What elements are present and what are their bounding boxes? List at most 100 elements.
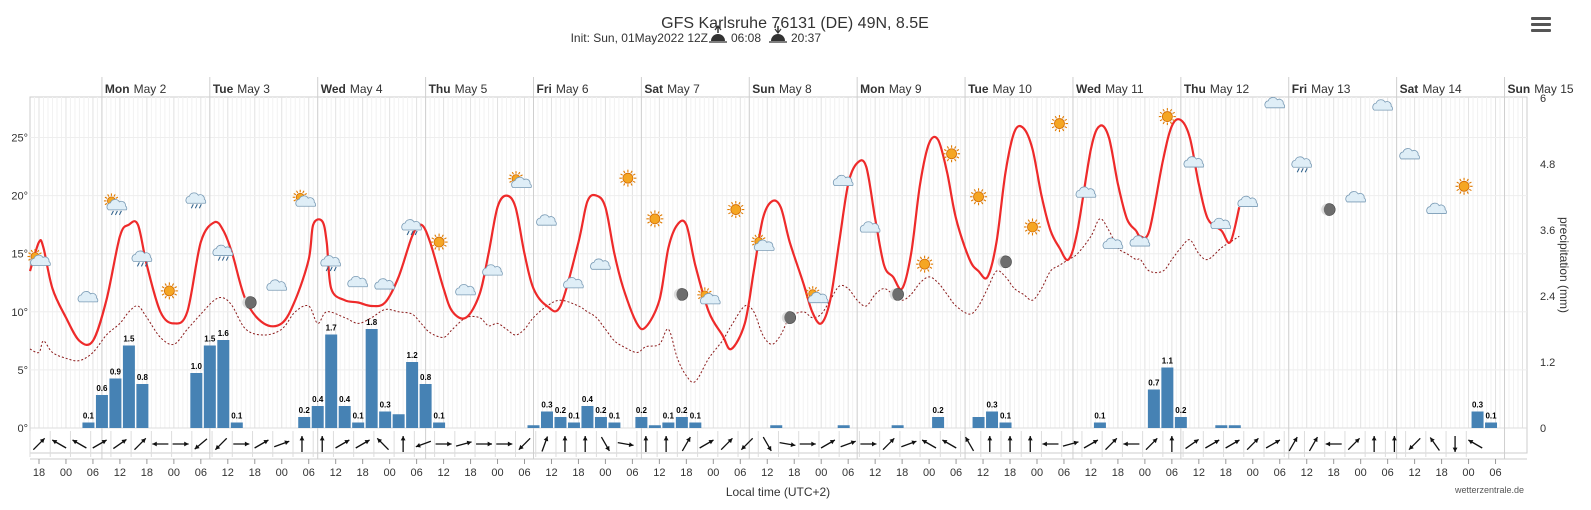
precip-bar [311, 406, 324, 428]
wind-arrow-icon [476, 441, 493, 447]
precip-value-label: 0.2 [595, 406, 607, 415]
precip-bar [325, 334, 338, 428]
day-weekday: Thu [429, 82, 451, 96]
partly-sunny-icon [751, 233, 775, 251]
wind-arrow-icon [1105, 437, 1118, 451]
wind-arrow-head [1169, 436, 1175, 441]
sun-ray [434, 247, 437, 250]
day-label: Wed May 11 [1076, 82, 1144, 96]
y-tick-left: 0° [17, 423, 28, 435]
day-weekday: Thu [1184, 82, 1206, 96]
rain-drop [194, 204, 198, 209]
wind-arrow-icon [1042, 441, 1059, 447]
precip-bar [689, 422, 702, 428]
wind-arrow-head [766, 445, 772, 451]
rain-drop [1304, 168, 1308, 173]
wind-arrow-icon [1185, 438, 1200, 450]
day-date: May 12 [1210, 82, 1250, 96]
wind-arrow-icon [400, 436, 406, 452]
sun-ray [431, 237, 435, 240]
precip-bar [217, 340, 230, 428]
wind-arrow-head [487, 441, 493, 447]
precip-bar [932, 417, 945, 428]
moon-crescent [781, 311, 788, 324]
precip-value-label: 1.1 [1162, 357, 1174, 366]
wind-arrow-icon [643, 436, 649, 452]
wind-arrow-head [1123, 441, 1128, 447]
sun-ray [970, 199, 974, 202]
precip-bar [230, 422, 243, 428]
sun-ray [520, 174, 523, 177]
hamburger-menu-icon[interactable] [1528, 14, 1554, 40]
cloud-icon [1345, 191, 1366, 203]
sun-icon [646, 210, 664, 228]
wind-arrow-head [1234, 440, 1240, 445]
cloud-shape [266, 279, 288, 291]
cloud-icon [832, 174, 854, 187]
wind-arrow-head [911, 440, 917, 446]
sun-ray [943, 156, 947, 159]
sun-disc [973, 191, 984, 203]
cloud-icon [590, 258, 611, 270]
x-tick-label: 06 [1058, 467, 1070, 479]
x-tick-label: 18 [1328, 467, 1340, 479]
wind-arrow-icon [1429, 437, 1440, 451]
precip-bar [365, 329, 378, 428]
rain-drop [325, 266, 329, 272]
wind-arrow-head [1027, 436, 1033, 441]
cloud-shape [320, 255, 341, 267]
sun-ray [983, 192, 987, 195]
wind-arrow-icon [319, 436, 325, 452]
wind-arrow-icon [541, 436, 549, 452]
wind-arrow-icon [335, 439, 350, 449]
sun-ray [1061, 115, 1065, 119]
sun-ray [171, 283, 175, 286]
sun-ray [104, 202, 108, 206]
sun-ray [304, 193, 307, 196]
x-tick-label: 18 [680, 467, 692, 479]
x-tick-label: 12 [653, 467, 665, 479]
day-label: Thu May 5 [429, 82, 488, 96]
sun-ray [174, 286, 177, 289]
wind-arrow-head [663, 436, 669, 441]
cloud-shape [212, 244, 234, 256]
wind-arrow-head [377, 438, 383, 444]
cloud-shape [455, 284, 476, 296]
precip-bar [136, 384, 149, 428]
precip-value-label: 0.4 [339, 395, 351, 404]
wind-arrow-head [466, 440, 472, 446]
precip-bar [419, 384, 432, 428]
cloud-shape [1183, 156, 1205, 168]
sun-ray [1024, 222, 1028, 225]
wind-arrow-head [889, 438, 895, 444]
day-label: Fri May 13 [1292, 82, 1351, 96]
precip-bar [648, 425, 661, 428]
x-tick-label: 06 [1274, 467, 1286, 479]
day-weekday: Mon [860, 82, 885, 96]
sun-ray [1054, 115, 1057, 119]
precip-bar [1228, 425, 1241, 428]
precip-value-label: 0.3 [541, 401, 553, 410]
sun-ray [970, 192, 974, 195]
precip-bar [109, 378, 122, 428]
partly-sunny-icon [292, 189, 316, 207]
day-label: Sun May 8 [752, 82, 812, 96]
day-date: May 13 [1311, 82, 1351, 96]
x-tick-label: 12 [1408, 467, 1420, 479]
sun-ray [1466, 191, 1469, 194]
cloud-shape [482, 264, 503, 276]
sun-ray [698, 296, 701, 300]
precip-bar [298, 417, 311, 428]
wind-arrow-icon [762, 436, 772, 452]
sun-ray [620, 173, 623, 176]
sun-ray [731, 201, 734, 205]
cloud-shape [590, 258, 611, 270]
wind-arrow-icon [1308, 436, 1319, 452]
wind-arrow-icon [1123, 441, 1140, 447]
x-tick-label: 18 [788, 467, 800, 479]
rain-drop [140, 262, 144, 267]
wind-arrow-icon [51, 439, 67, 449]
sun-ray [1459, 178, 1462, 182]
sunset-time: 20:37 [791, 31, 821, 45]
day-date: May 8 [779, 82, 812, 96]
